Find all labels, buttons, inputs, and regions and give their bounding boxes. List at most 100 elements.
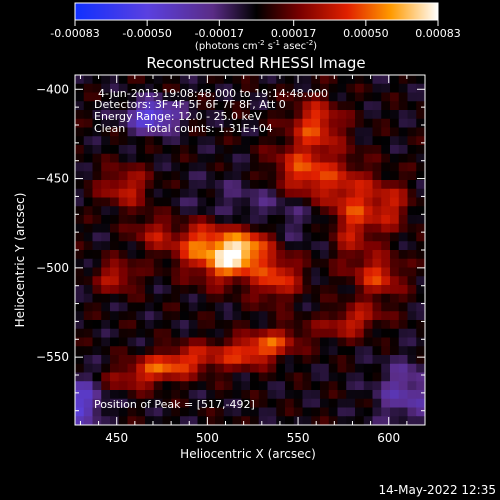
heatmap-cell <box>110 75 120 85</box>
heatmap-cell <box>92 311 102 321</box>
y-tick-label: −400 <box>36 82 69 96</box>
heatmap-cell <box>398 407 409 417</box>
heatmap-cell <box>250 223 260 234</box>
heatmap-cell <box>363 372 374 382</box>
heatmap-cell <box>407 223 417 234</box>
heatmap-cell <box>101 311 111 321</box>
heatmap-cell <box>127 118 137 129</box>
heatmap-cell <box>215 372 225 382</box>
heatmap-cell <box>241 337 251 347</box>
heatmap-cell <box>372 118 382 129</box>
heatmap-cell <box>162 258 172 269</box>
heatmap-cell <box>267 136 277 146</box>
heatmap-cell <box>276 390 286 400</box>
heatmap-cell <box>390 267 400 277</box>
heatmap-cell <box>136 206 146 216</box>
heatmap-cell <box>407 153 417 164</box>
heatmap-cell <box>118 416 129 425</box>
heatmap-cell <box>381 188 391 199</box>
heatmap-cell <box>110 118 120 129</box>
heatmap-cell <box>381 215 391 225</box>
heatmap-cell <box>276 92 286 102</box>
heatmap-cell <box>197 171 207 181</box>
heatmap-cell <box>127 346 137 356</box>
heatmap-cell <box>197 390 207 400</box>
heatmap-cell <box>162 328 172 339</box>
heatmap-cell <box>381 328 391 339</box>
heatmap-cell <box>276 293 286 304</box>
heatmap-cell <box>162 101 172 111</box>
heatmap-cell <box>206 328 216 339</box>
heatmap-cell <box>223 372 234 382</box>
heatmap-cell <box>75 215 85 225</box>
heatmap-cell <box>127 171 137 181</box>
heatmap-cell <box>197 75 207 85</box>
heatmap-cell <box>206 285 216 295</box>
heatmap-cell <box>241 171 251 181</box>
heatmap-cell <box>267 337 277 347</box>
heatmap-cell <box>372 416 382 425</box>
heatmap-cell <box>92 136 102 146</box>
heatmap-cell <box>250 206 260 216</box>
heatmap-cell <box>75 127 85 137</box>
heatmap-cell <box>346 153 356 164</box>
heatmap-cell <box>355 328 365 339</box>
heatmap-cell <box>127 215 137 225</box>
heatmap-cell <box>328 232 339 242</box>
heatmap-cell <box>328 302 339 312</box>
heatmap-cell <box>372 180 382 190</box>
heatmap-cell <box>311 390 321 400</box>
heatmap-cell <box>407 320 417 330</box>
heatmap-cell <box>320 118 330 129</box>
heatmap-cell <box>267 180 277 190</box>
heatmap-cell <box>381 75 391 85</box>
heatmap-cell <box>206 215 216 225</box>
heatmap-cell <box>258 118 269 129</box>
heatmap-cell <box>75 223 85 234</box>
heatmap-cell <box>302 127 312 137</box>
heatmap-cell <box>145 75 155 85</box>
heatmap-cell <box>381 180 391 190</box>
heatmap-cell <box>232 372 242 382</box>
heatmap-cell <box>346 127 356 137</box>
heatmap-cell <box>407 355 417 365</box>
heatmap-cell <box>416 188 425 199</box>
heatmap-cell <box>118 328 129 339</box>
heatmap-cell <box>276 110 286 120</box>
heatmap-cell <box>83 232 94 242</box>
heatmap-cell <box>162 276 172 286</box>
heatmap-cell <box>136 416 146 425</box>
heatmap-cell <box>153 223 164 234</box>
heatmap-cell <box>407 258 417 269</box>
heatmap-cell <box>101 320 111 330</box>
heatmap-cell <box>101 285 111 295</box>
heatmap-cell <box>267 320 277 330</box>
heatmap-cell <box>285 398 295 409</box>
heatmap-cell <box>258 328 269 339</box>
heatmap-cell <box>127 101 137 111</box>
heatmap-cell <box>363 75 374 85</box>
heatmap-cell <box>232 346 242 356</box>
heatmap-cell <box>241 302 251 312</box>
heatmap-cell <box>390 127 400 137</box>
heatmap-cell <box>250 75 260 85</box>
heatmap-cell <box>188 241 199 251</box>
heatmap-cell <box>416 241 425 251</box>
heatmap-cell <box>110 171 120 181</box>
heatmap-cell <box>110 188 120 199</box>
heatmap-cell <box>398 381 409 391</box>
heatmap-cell <box>110 258 120 269</box>
heatmap-cell <box>328 372 339 382</box>
heatmap-cell <box>311 215 321 225</box>
heatmap-cell <box>92 118 102 129</box>
heatmap-cell <box>390 390 400 400</box>
heatmap-cell <box>381 145 391 155</box>
heatmap-cell <box>285 276 295 286</box>
heatmap-cell <box>83 127 94 137</box>
heatmap-cell <box>101 162 111 172</box>
heatmap-cell <box>346 188 356 199</box>
heatmap-cell <box>215 232 225 242</box>
heatmap-cell <box>215 223 225 234</box>
heatmap-cell <box>302 136 312 146</box>
heatmap-cell <box>136 258 146 269</box>
